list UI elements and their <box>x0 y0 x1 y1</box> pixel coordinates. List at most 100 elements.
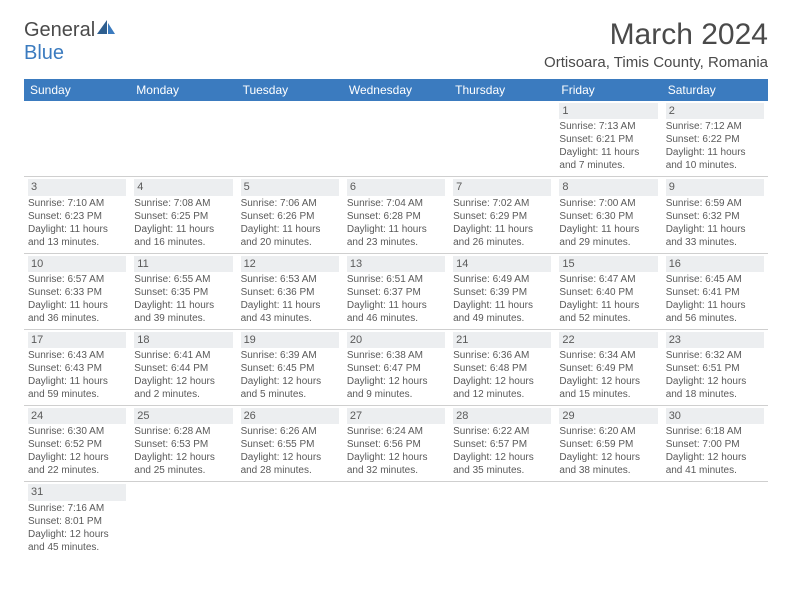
day-header: Thursday <box>449 79 555 101</box>
day-line: Daylight: 12 hours <box>559 451 657 464</box>
day-details: Sunrise: 6:59 AMSunset: 6:32 PMDaylight:… <box>666 197 764 249</box>
day-line: and 7 minutes. <box>559 159 657 172</box>
day-number: 5 <box>241 179 339 195</box>
day-details: Sunrise: 6:57 AMSunset: 6:33 PMDaylight:… <box>28 273 126 325</box>
calendar-row: 31Sunrise: 7:16 AMSunset: 8:01 PMDayligh… <box>24 482 768 558</box>
day-number: 21 <box>453 332 551 348</box>
day-line: and 9 minutes. <box>347 388 445 401</box>
calendar-cell: 29Sunrise: 6:20 AMSunset: 6:59 PMDayligh… <box>555 406 661 482</box>
day-number: 7 <box>453 179 551 195</box>
day-line: Sunrise: 6:34 AM <box>559 349 657 362</box>
day-line: Daylight: 11 hours <box>28 223 126 236</box>
day-line: Sunset: 6:29 PM <box>453 210 551 223</box>
day-details: Sunrise: 6:45 AMSunset: 6:41 PMDaylight:… <box>666 273 764 325</box>
day-header: Wednesday <box>343 79 449 101</box>
day-line: Sunset: 6:44 PM <box>134 362 232 375</box>
day-line: Sunset: 8:01 PM <box>28 515 126 528</box>
logo-word1: General <box>24 19 95 41</box>
day-line: Sunset: 6:49 PM <box>559 362 657 375</box>
day-details: Sunrise: 6:32 AMSunset: 6:51 PMDaylight:… <box>666 349 764 401</box>
day-line: Sunset: 6:43 PM <box>28 362 126 375</box>
calendar-row: 1Sunrise: 7:13 AMSunset: 6:21 PMDaylight… <box>24 101 768 177</box>
day-line: Sunrise: 6:49 AM <box>453 273 551 286</box>
day-number: 24 <box>28 408 126 424</box>
sail-icon <box>95 18 117 42</box>
day-line: Sunset: 6:25 PM <box>134 210 232 223</box>
day-line: Daylight: 11 hours <box>453 223 551 236</box>
day-details: Sunrise: 7:06 AMSunset: 6:26 PMDaylight:… <box>241 197 339 249</box>
day-line: Sunset: 6:48 PM <box>453 362 551 375</box>
day-line: Sunrise: 6:51 AM <box>347 273 445 286</box>
day-line: Sunrise: 7:10 AM <box>28 197 126 210</box>
day-line: Sunset: 6:30 PM <box>559 210 657 223</box>
calendar-cell: 14Sunrise: 6:49 AMSunset: 6:39 PMDayligh… <box>449 253 555 329</box>
day-details: Sunrise: 6:47 AMSunset: 6:40 PMDaylight:… <box>559 273 657 325</box>
day-line: Sunrise: 6:45 AM <box>666 273 764 286</box>
day-line: and 45 minutes. <box>28 541 126 554</box>
calendar-row: 10Sunrise: 6:57 AMSunset: 6:33 PMDayligh… <box>24 253 768 329</box>
day-line: Sunset: 6:53 PM <box>134 438 232 451</box>
logo-text: GeneralBlue <box>24 18 117 65</box>
day-line: and 26 minutes. <box>453 236 551 249</box>
day-line: Daylight: 12 hours <box>241 375 339 388</box>
calendar-cell: 22Sunrise: 6:34 AMSunset: 6:49 PMDayligh… <box>555 329 661 405</box>
calendar-cell <box>662 482 768 558</box>
calendar-cell: 3Sunrise: 7:10 AMSunset: 6:23 PMDaylight… <box>24 177 130 253</box>
day-line: Sunset: 6:26 PM <box>241 210 339 223</box>
calendar-cell: 23Sunrise: 6:32 AMSunset: 6:51 PMDayligh… <box>662 329 768 405</box>
day-details: Sunrise: 6:38 AMSunset: 6:47 PMDaylight:… <box>347 349 445 401</box>
day-details: Sunrise: 6:53 AMSunset: 6:36 PMDaylight:… <box>241 273 339 325</box>
page-title: March 2024 <box>544 18 768 52</box>
day-line: Daylight: 12 hours <box>134 375 232 388</box>
day-line: and 13 minutes. <box>28 236 126 249</box>
day-header: Friday <box>555 79 661 101</box>
day-line: and 35 minutes. <box>453 464 551 477</box>
day-line: and 41 minutes. <box>666 464 764 477</box>
day-line: Sunset: 6:39 PM <box>453 286 551 299</box>
day-line: Sunset: 6:57 PM <box>453 438 551 451</box>
day-line: Sunrise: 7:13 AM <box>559 120 657 133</box>
calendar-cell: 13Sunrise: 6:51 AMSunset: 6:37 PMDayligh… <box>343 253 449 329</box>
day-line: Sunrise: 6:36 AM <box>453 349 551 362</box>
day-line: Sunrise: 7:08 AM <box>134 197 232 210</box>
day-line: Sunset: 6:28 PM <box>347 210 445 223</box>
calendar-cell: 20Sunrise: 6:38 AMSunset: 6:47 PMDayligh… <box>343 329 449 405</box>
day-line: Daylight: 11 hours <box>134 299 232 312</box>
day-line: Sunrise: 6:18 AM <box>666 425 764 438</box>
day-details: Sunrise: 6:30 AMSunset: 6:52 PMDaylight:… <box>28 425 126 477</box>
day-line: and 59 minutes. <box>28 388 126 401</box>
day-line: Sunrise: 6:47 AM <box>559 273 657 286</box>
day-details: Sunrise: 6:49 AMSunset: 6:39 PMDaylight:… <box>453 273 551 325</box>
calendar-cell: 25Sunrise: 6:28 AMSunset: 6:53 PMDayligh… <box>130 406 236 482</box>
calendar-cell: 6Sunrise: 7:04 AMSunset: 6:28 PMDaylight… <box>343 177 449 253</box>
day-line: Daylight: 12 hours <box>666 451 764 464</box>
day-line: Sunset: 6:21 PM <box>559 133 657 146</box>
day-line: Daylight: 12 hours <box>559 375 657 388</box>
day-number: 13 <box>347 256 445 272</box>
day-number: 28 <box>453 408 551 424</box>
day-line: Daylight: 11 hours <box>666 223 764 236</box>
day-line: Daylight: 12 hours <box>241 451 339 464</box>
day-number: 12 <box>241 256 339 272</box>
calendar-cell: 21Sunrise: 6:36 AMSunset: 6:48 PMDayligh… <box>449 329 555 405</box>
calendar-header-row: SundayMondayTuesdayWednesdayThursdayFrid… <box>24 79 768 101</box>
calendar-cell: 7Sunrise: 7:02 AMSunset: 6:29 PMDaylight… <box>449 177 555 253</box>
day-number: 8 <box>559 179 657 195</box>
day-line: Daylight: 11 hours <box>241 223 339 236</box>
calendar-page: GeneralBlue March 2024 Ortisoara, Timis … <box>0 0 792 576</box>
day-details: Sunrise: 7:00 AMSunset: 6:30 PMDaylight:… <box>559 197 657 249</box>
day-line: Sunset: 6:33 PM <box>28 286 126 299</box>
day-details: Sunrise: 7:12 AMSunset: 6:22 PMDaylight:… <box>666 120 764 172</box>
day-line: and 25 minutes. <box>134 464 232 477</box>
title-block: March 2024 Ortisoara, Timis County, Roma… <box>544 18 768 71</box>
day-line: and 52 minutes. <box>559 312 657 325</box>
day-line: Sunset: 6:45 PM <box>241 362 339 375</box>
day-line: Sunrise: 6:55 AM <box>134 273 232 286</box>
day-line: Daylight: 12 hours <box>28 451 126 464</box>
calendar-cell: 18Sunrise: 6:41 AMSunset: 6:44 PMDayligh… <box>130 329 236 405</box>
day-line: Sunset: 6:35 PM <box>134 286 232 299</box>
calendar-cell: 1Sunrise: 7:13 AMSunset: 6:21 PMDaylight… <box>555 101 661 177</box>
day-line: Sunset: 6:56 PM <box>347 438 445 451</box>
day-line: and 33 minutes. <box>666 236 764 249</box>
calendar-row: 3Sunrise: 7:10 AMSunset: 6:23 PMDaylight… <box>24 177 768 253</box>
